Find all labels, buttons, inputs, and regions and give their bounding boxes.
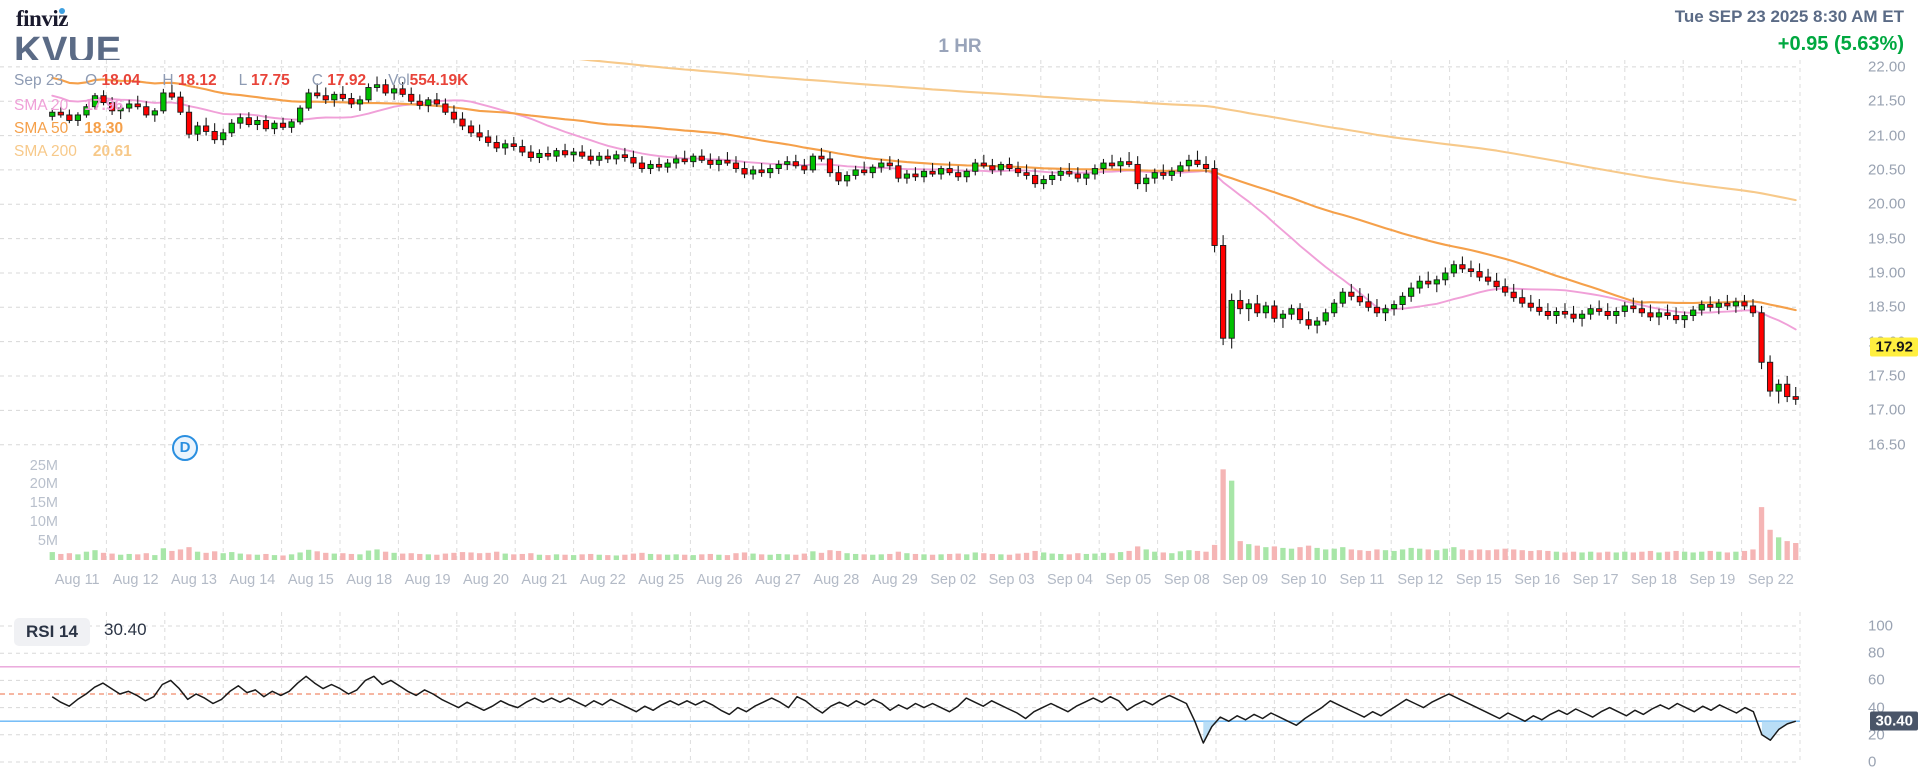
date-tick-label: Aug 11	[54, 572, 100, 588]
date-tick-label: Sep 03	[988, 572, 1035, 588]
date-tick-label: Sep 10	[1280, 572, 1327, 588]
date-tick-label: Aug 20	[463, 572, 509, 588]
sma-200-legend[interactable]: SMA 200 20.61	[14, 143, 132, 161]
sma-200-label: SMA 200	[14, 143, 77, 160]
open-value: 18.04	[101, 72, 141, 89]
date-tick-label: Aug 22	[579, 572, 626, 588]
date-tick-label: Sep 11	[1339, 572, 1385, 588]
price-tick-label: 17.00	[1868, 401, 1906, 419]
date-tick-label: Aug 27	[755, 572, 801, 588]
date-tick-label: Aug 29	[871, 572, 918, 588]
sma-50-value: 18.30	[84, 120, 124, 137]
rsi-tick-label: 80	[1868, 644, 1885, 662]
ohlc-legend: Sep 23 O 18.04 H 18.12 L 17.75 C 17.92 Vol554…	[14, 72, 468, 90]
price-chart-pane[interactable]	[0, 60, 1860, 565]
price-tick-label: 18.50	[1868, 298, 1906, 316]
price-change: +0.95 (5.63%)	[1777, 33, 1904, 55]
price-tick-label: 19.00	[1868, 264, 1906, 282]
date-tick-label: Aug 26	[696, 572, 743, 588]
logo-dot	[59, 8, 65, 14]
ohlc-date: Sep 23	[14, 72, 64, 89]
rsi-value-badge: 30.40	[1870, 711, 1918, 731]
date-tick-label: Aug 18	[346, 572, 393, 588]
price-tick-label: 20.00	[1868, 195, 1906, 213]
close-value: 17.92	[327, 72, 367, 89]
rsi-chart-pane[interactable]	[0, 612, 1860, 772]
low-label: L	[238, 72, 247, 89]
price-tick-label: 17.50	[1868, 367, 1906, 385]
volume-label: Vol	[388, 72, 410, 89]
sma-50-label: SMA 50	[14, 120, 69, 137]
dividend-marker[interactable]: D	[172, 435, 198, 461]
price-tick-label: 21.00	[1868, 127, 1906, 145]
date-tick-label: Sep 04	[1047, 572, 1093, 588]
volume-tick-label: 5M	[37, 533, 58, 550]
sma-20-value: 17.96	[84, 97, 124, 114]
high-label: H	[162, 72, 174, 89]
date-tick-label: Aug 21	[521, 572, 568, 588]
date-tick-label: Sep 15	[1455, 572, 1502, 588]
date-tick-label: Sep 16	[1514, 572, 1561, 588]
date-tick-label: Aug 13	[171, 572, 217, 588]
date-tick-label: Aug 25	[638, 572, 685, 588]
date-tick-label: Aug 19	[404, 572, 451, 588]
low-value: 17.75	[250, 72, 290, 89]
volume-tick-label: 25M	[29, 457, 58, 474]
volume-tick-label: 10M	[29, 514, 58, 531]
price-tick-label: 20.50	[1868, 161, 1906, 179]
rsi-tick-label: 0	[1868, 753, 1877, 771]
volume-value: 554.19K	[409, 72, 469, 89]
rsi-current-value: 30.40	[104, 620, 147, 639]
rsi-tick-label: 20	[1868, 726, 1885, 744]
date-tick-label: Sep 19	[1689, 572, 1736, 588]
market-datetime: Tue SEP 23 2025 8:30 AM ET	[1674, 7, 1904, 26]
sma-200-value: 20.61	[92, 143, 132, 160]
date-tick-label: Aug 28	[813, 572, 860, 588]
timeframe-label[interactable]: 1 HR	[938, 36, 982, 57]
date-axis: Aug 11 Aug 12 Aug 13 Aug 14 Aug 15 Aug 18 Aug …	[0, 572, 1860, 598]
date-tick-label: Aug 14	[229, 572, 276, 588]
date-tick-label: Sep 22	[1747, 572, 1794, 588]
current-price-badge: 17.92	[1870, 337, 1918, 357]
date-tick-label: Sep 05	[1105, 572, 1152, 588]
open-label: O	[85, 72, 98, 89]
volume-tick-label: 15M	[29, 495, 58, 512]
close-label: C	[311, 72, 323, 89]
date-tick-label: Sep 17	[1572, 572, 1619, 588]
price-tick-label: 16.50	[1868, 436, 1906, 454]
date-tick-label: Aug 15	[287, 572, 334, 588]
date-tick-label: Sep 18	[1631, 572, 1677, 588]
date-tick-label: Sep 09	[1222, 572, 1269, 588]
finviz-logo[interactable]: finviz	[16, 6, 68, 32]
price-tick-label: 22.00	[1868, 58, 1906, 76]
sma-50-legend[interactable]: SMA 50 18.30	[14, 120, 123, 138]
candlestick-plot[interactable]	[0, 60, 1860, 565]
date-tick-label: Sep 02	[930, 572, 977, 588]
price-tick-label: 19.50	[1868, 230, 1906, 248]
price-tick-label: 21.50	[1868, 92, 1906, 110]
sma-20-legend[interactable]: SMA 20 17.96	[14, 97, 123, 115]
high-value: 18.12	[177, 72, 217, 89]
rsi-plot[interactable]	[0, 612, 1860, 772]
rsi-tick-label: 60	[1868, 671, 1885, 689]
date-tick-label: Aug 12	[112, 572, 159, 588]
volume-tick-label: 20M	[29, 476, 58, 493]
rsi-tick-label: 100	[1868, 617, 1894, 635]
sma-20-label: SMA 20	[14, 97, 69, 114]
date-tick-label: Sep 08	[1163, 572, 1210, 588]
date-tick-label: Sep 12	[1397, 572, 1444, 588]
rsi-indicator-label[interactable]: RSI 14	[14, 618, 90, 646]
